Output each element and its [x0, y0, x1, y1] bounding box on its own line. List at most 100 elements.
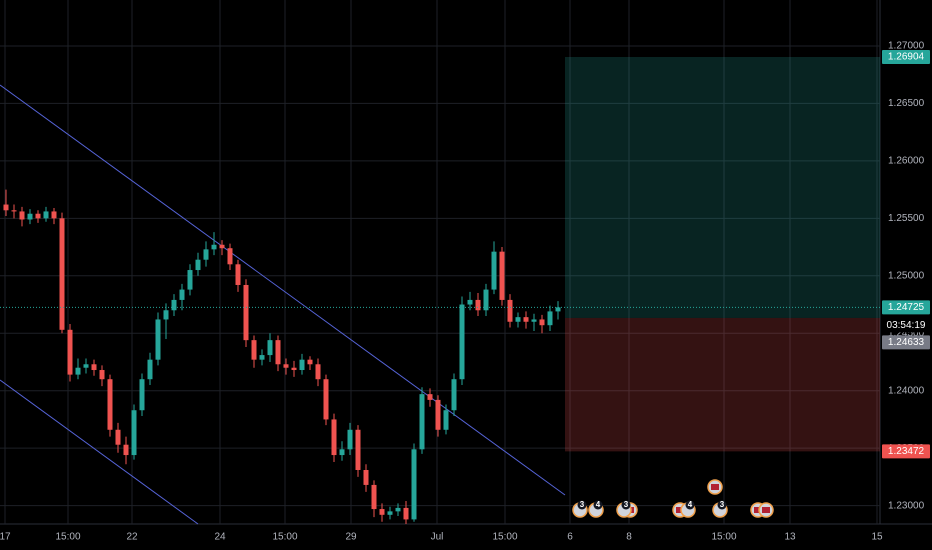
candle-body: [403, 507, 409, 520]
event-flag: [762, 507, 770, 513]
candle-body: [171, 299, 177, 311]
event-count: 4: [596, 500, 601, 509]
candle-body: [363, 469, 369, 485]
y-tick-label: 1.25000: [888, 270, 925, 281]
event-count: 3: [624, 500, 629, 509]
candle-body: [139, 379, 145, 411]
candle-body: [387, 511, 393, 515]
candle-body: [123, 444, 129, 456]
event-flag: [754, 507, 762, 513]
y-tick-label: 1.26500: [888, 98, 925, 109]
x-tick-label: 29: [345, 532, 357, 543]
candle-body: [539, 319, 545, 326]
y-tick-label: 1.26000: [888, 156, 925, 167]
candle-body: [451, 379, 457, 411]
candle-body: [331, 419, 337, 456]
countdown: 03:54:19: [887, 320, 926, 331]
candle-body: [547, 311, 553, 326]
candle-body: [435, 399, 441, 430]
candle-body: [523, 317, 529, 322]
candle-body: [515, 317, 521, 322]
event-flag: [711, 484, 719, 490]
candle-body: [203, 249, 209, 260]
candle-body: [299, 359, 305, 371]
candle-body: [107, 379, 113, 430]
event-count: 3: [580, 500, 585, 509]
candle-body: [131, 410, 137, 456]
candle-body: [483, 289, 489, 311]
y-tick-label: 1.25500: [888, 213, 925, 224]
target-badge-bg: [882, 49, 930, 64]
y-tick-label: 1.27000: [888, 41, 925, 52]
candle-body: [371, 484, 377, 510]
candle-body: [115, 429, 121, 445]
profit-zone: [565, 56, 880, 318]
last-price-badge-bg: [882, 300, 930, 315]
x-tick-label: 15:00: [711, 532, 736, 543]
trend-line: [0, 379, 199, 525]
candle-body: [219, 244, 225, 249]
candle-body: [411, 449, 417, 520]
candle-body: [339, 449, 345, 456]
candle-body: [259, 355, 265, 360]
x-tick-label: 17: [0, 532, 11, 543]
candle-body: [83, 364, 89, 368]
x-tick-label: 8: [626, 532, 632, 543]
candle-body: [195, 259, 201, 271]
candle-body: [395, 507, 401, 512]
candle-body: [267, 340, 273, 356]
candle-body: [555, 307, 561, 312]
x-tick-label: 15:00: [492, 532, 517, 543]
candle-body: [291, 367, 297, 371]
y-tick-label: 1.23000: [888, 500, 925, 511]
candle-body: [379, 509, 385, 515]
event-count: 3: [720, 500, 725, 509]
candle-body: [187, 270, 193, 290]
loss-zone: [565, 317, 880, 452]
candle-body: [347, 429, 353, 450]
x-tick-label: 15:00: [272, 532, 297, 543]
candle-body: [507, 299, 513, 322]
event-count-bg: [593, 500, 603, 510]
x-tick-label: Jul: [431, 532, 444, 543]
candle-body: [467, 299, 473, 305]
candle-body: [475, 299, 481, 311]
candle-body: [11, 210, 17, 212]
candle-body: [155, 319, 161, 360]
candle-body: [323, 379, 329, 420]
y-tick-label: 1.24500: [888, 328, 925, 339]
candle-body: [491, 251, 497, 290]
candle-body: [459, 304, 465, 380]
candle-body: [499, 251, 505, 300]
candle-body: [67, 329, 73, 375]
x-tick-label: 15:00: [55, 532, 80, 543]
event-count-bg: [621, 500, 631, 510]
candle-body: [51, 211, 57, 219]
candle-body: [275, 340, 281, 365]
candle-body: [75, 367, 81, 375]
candle-body: [163, 310, 169, 320]
stop-badge: 1.23472: [888, 446, 925, 457]
stop-badge-bg: [882, 444, 930, 459]
last-price-badge: 1.24725: [888, 302, 925, 313]
event-count-bg: [577, 500, 587, 510]
candle-body: [179, 289, 185, 300]
candle-body: [243, 284, 249, 341]
entry-badge-bg: [882, 335, 930, 350]
countdown-bg: [882, 318, 930, 333]
candle-body: [35, 213, 41, 219]
y-tick-label: 1.24000: [888, 385, 925, 396]
event-count-bg: [717, 500, 727, 510]
candle-body: [27, 213, 33, 220]
event-flag: [676, 507, 684, 513]
event-count-bg: [685, 500, 695, 510]
entry-badge: 1.24633: [888, 337, 925, 348]
candle-body: [3, 204, 9, 211]
candle-body: [315, 364, 321, 380]
event-count: 4: [688, 500, 693, 509]
x-tick-label: 24: [214, 532, 226, 543]
candle-body: [443, 410, 449, 430]
candle-body: [251, 340, 257, 360]
